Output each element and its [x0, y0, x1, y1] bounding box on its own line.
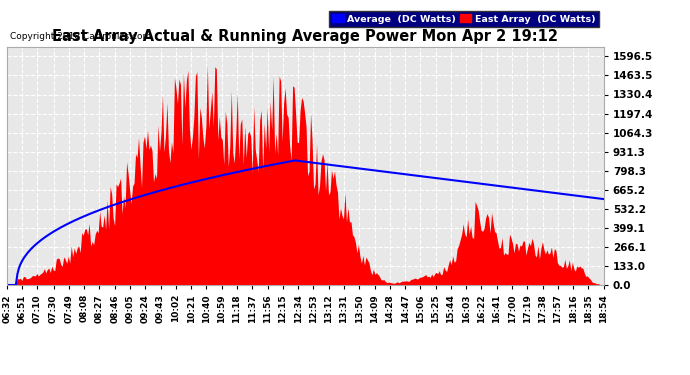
Text: Copyright 2018 Cartronics.com: Copyright 2018 Cartronics.com	[10, 32, 152, 41]
Legend: Average  (DC Watts), East Array  (DC Watts): Average (DC Watts), East Array (DC Watts…	[329, 11, 599, 27]
Title: East Array Actual & Running Average Power Mon Apr 2 19:12: East Array Actual & Running Average Powe…	[52, 29, 558, 44]
